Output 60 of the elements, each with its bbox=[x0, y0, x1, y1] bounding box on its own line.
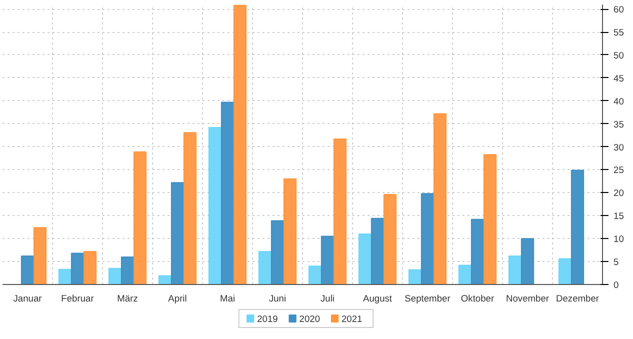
x-tick-label: September bbox=[404, 294, 450, 304]
bar bbox=[558, 258, 572, 284]
y-tick-label: 25 bbox=[614, 165, 624, 176]
y-tick-label: 50 bbox=[614, 50, 624, 60]
bar bbox=[458, 264, 472, 284]
bar bbox=[358, 234, 372, 284]
y-tick-label: 35 bbox=[614, 119, 624, 130]
bar bbox=[183, 132, 197, 284]
bar bbox=[333, 138, 347, 284]
bar bbox=[258, 250, 272, 284]
bar bbox=[520, 238, 534, 284]
bar bbox=[58, 268, 72, 284]
bar bbox=[570, 170, 584, 284]
bar bbox=[208, 127, 222, 284]
bar bbox=[83, 250, 97, 284]
legend-label: 2021 bbox=[341, 314, 362, 324]
x-tick-label: Januar bbox=[13, 294, 42, 304]
bar bbox=[483, 154, 497, 284]
y-tick-label: 0 bbox=[614, 280, 619, 290]
bar bbox=[408, 269, 422, 284]
bar bbox=[270, 220, 284, 284]
bar bbox=[420, 193, 434, 284]
bar bbox=[108, 268, 122, 284]
bar bbox=[120, 256, 134, 284]
legend-label: 2020 bbox=[299, 314, 320, 324]
y-tick-label: 45 bbox=[614, 73, 624, 84]
bar bbox=[170, 182, 184, 284]
x-tick-label: Oktober bbox=[460, 294, 494, 304]
x-tick-label: Dezember bbox=[556, 294, 600, 304]
y-tick-label: 15 bbox=[614, 211, 624, 222]
x-tick-label: August bbox=[362, 294, 392, 304]
bar bbox=[370, 218, 384, 284]
x-tick-label: Juni bbox=[268, 294, 286, 304]
y-tick-label: 20 bbox=[614, 188, 624, 198]
bar bbox=[283, 178, 297, 284]
bar bbox=[433, 113, 447, 284]
y-tick-label: 60 bbox=[614, 4, 624, 15]
bar bbox=[383, 194, 397, 284]
y-tick-label: 30 bbox=[614, 142, 624, 152]
legend-label: 2019 bbox=[257, 314, 278, 324]
y-tick-label: 40 bbox=[614, 96, 624, 106]
bar bbox=[20, 256, 34, 284]
bar bbox=[233, 4, 247, 284]
bar bbox=[133, 151, 147, 284]
x-tick-label: Mai bbox=[220, 294, 236, 304]
bar bbox=[320, 236, 334, 284]
bar bbox=[33, 227, 47, 284]
x-tick-label: November bbox=[506, 294, 550, 304]
bar bbox=[508, 256, 522, 284]
bar bbox=[70, 252, 84, 284]
x-tick-label: April bbox=[168, 294, 187, 304]
x-tick-label: Februar bbox=[61, 294, 94, 304]
y-tick-label: 5 bbox=[614, 257, 619, 268]
bar bbox=[308, 266, 322, 284]
y-tick-label: 10 bbox=[614, 234, 624, 244]
bar bbox=[470, 218, 484, 284]
y-tick-label: 55 bbox=[614, 28, 624, 38]
x-tick-label: März bbox=[117, 294, 138, 304]
bar bbox=[220, 102, 234, 284]
x-tick-label: Juli bbox=[320, 294, 334, 304]
